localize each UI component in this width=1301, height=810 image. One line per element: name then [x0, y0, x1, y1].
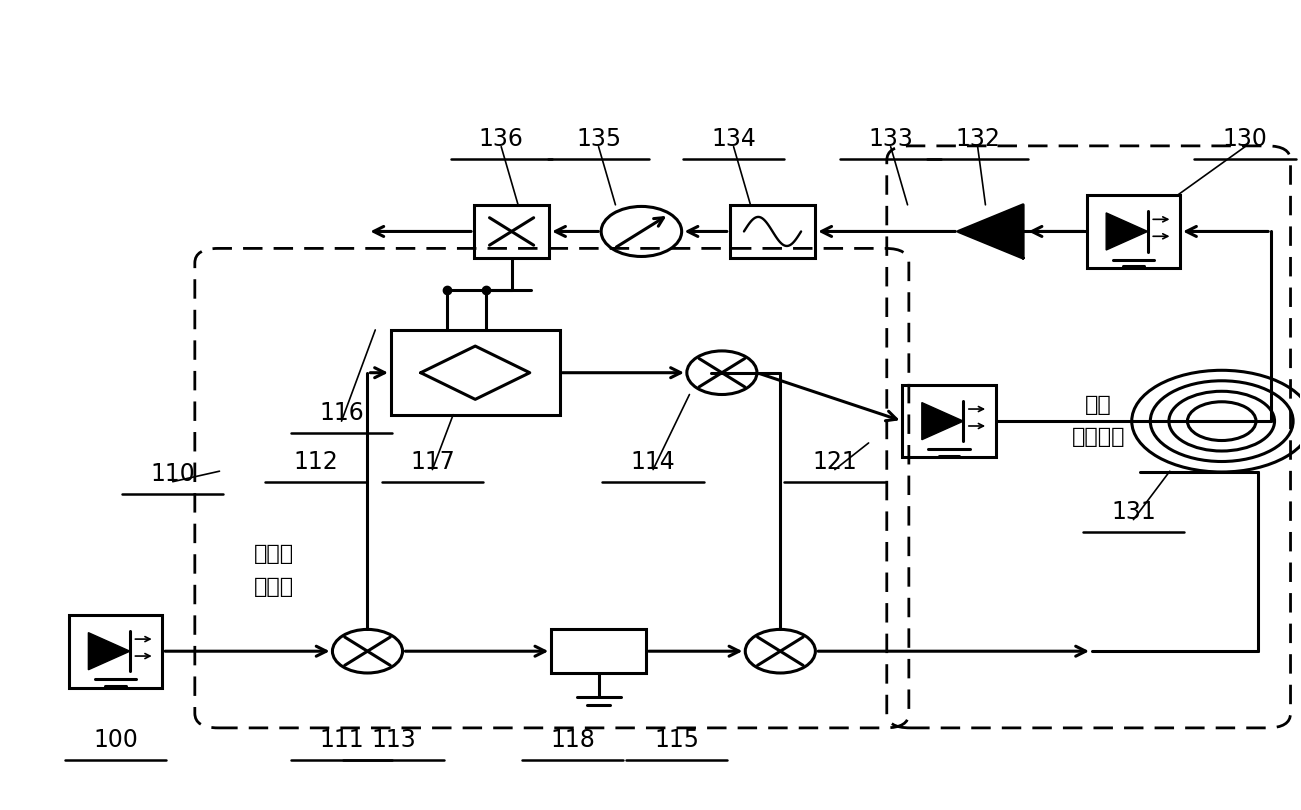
Bar	[552, 629, 647, 673]
Text: 133: 133	[868, 126, 913, 151]
Text: 135: 135	[576, 126, 621, 151]
Text: 基频微: 基频微	[254, 544, 294, 565]
Text: 113: 113	[371, 728, 416, 752]
Bar	[474, 205, 549, 258]
Bar	[903, 385, 995, 458]
Polygon shape	[1106, 213, 1147, 250]
Text: 134: 134	[712, 126, 756, 151]
Text: 118: 118	[550, 728, 595, 752]
Bar	[1086, 195, 1180, 268]
Text: 112: 112	[293, 450, 338, 474]
Polygon shape	[958, 205, 1023, 258]
Text: 121: 121	[812, 450, 857, 474]
Bar	[730, 205, 816, 258]
Text: 132: 132	[955, 126, 1000, 151]
Text: 100: 100	[94, 728, 138, 752]
Polygon shape	[922, 403, 963, 440]
Bar	[69, 615, 163, 688]
Text: 110: 110	[151, 462, 195, 486]
Text: 115: 115	[654, 728, 699, 752]
Text: 117: 117	[410, 450, 455, 474]
Text: 136: 136	[479, 126, 523, 151]
Text: 131: 131	[1111, 500, 1155, 523]
Text: 116: 116	[319, 401, 364, 425]
Polygon shape	[88, 633, 130, 670]
Bar	[390, 330, 559, 415]
Text: 波输出: 波输出	[254, 577, 294, 597]
Text: 倍频: 倍频	[1085, 395, 1112, 415]
Text: 微波输出: 微波输出	[1072, 428, 1125, 447]
Text: 130: 130	[1223, 126, 1267, 151]
Text: 111: 111	[319, 728, 364, 752]
Text: 114: 114	[631, 450, 675, 474]
